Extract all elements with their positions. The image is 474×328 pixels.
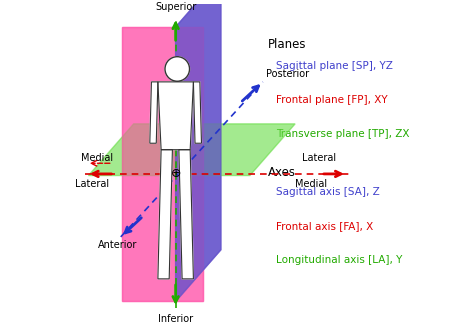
Text: Superior: Superior [155, 2, 196, 12]
Text: Lateral: Lateral [75, 179, 109, 189]
Polygon shape [176, 0, 221, 301]
Polygon shape [122, 27, 203, 301]
Text: Inferior: Inferior [158, 315, 193, 324]
Text: Sagittal axis [SA], Z: Sagittal axis [SA], Z [276, 187, 380, 197]
Circle shape [165, 57, 190, 81]
Polygon shape [179, 150, 193, 279]
Polygon shape [158, 82, 193, 150]
Text: Lateral: Lateral [301, 153, 336, 163]
Polygon shape [89, 124, 295, 175]
Text: $\oplus$: $\oplus$ [170, 167, 181, 180]
Text: Transverse plane [TP], ZX: Transverse plane [TP], ZX [276, 129, 409, 139]
Polygon shape [193, 82, 201, 143]
Text: Sagittal plane [SP], YZ: Sagittal plane [SP], YZ [276, 61, 392, 71]
Text: Medial: Medial [81, 153, 113, 163]
Polygon shape [122, 27, 203, 301]
Text: Longitudinal axis [LA], Y: Longitudinal axis [LA], Y [276, 255, 402, 265]
Text: Posterior: Posterior [266, 69, 309, 79]
Text: Frontal axis [FA], X: Frontal axis [FA], X [276, 221, 373, 231]
Polygon shape [150, 82, 158, 143]
Text: Anterior: Anterior [98, 240, 137, 250]
Text: Frontal plane [FP], XY: Frontal plane [FP], XY [276, 95, 387, 105]
Text: Planes: Planes [268, 38, 306, 51]
Text: Medial: Medial [295, 179, 327, 189]
Polygon shape [158, 150, 173, 279]
Polygon shape [176, 0, 221, 301]
Text: Axes: Axes [268, 166, 296, 179]
